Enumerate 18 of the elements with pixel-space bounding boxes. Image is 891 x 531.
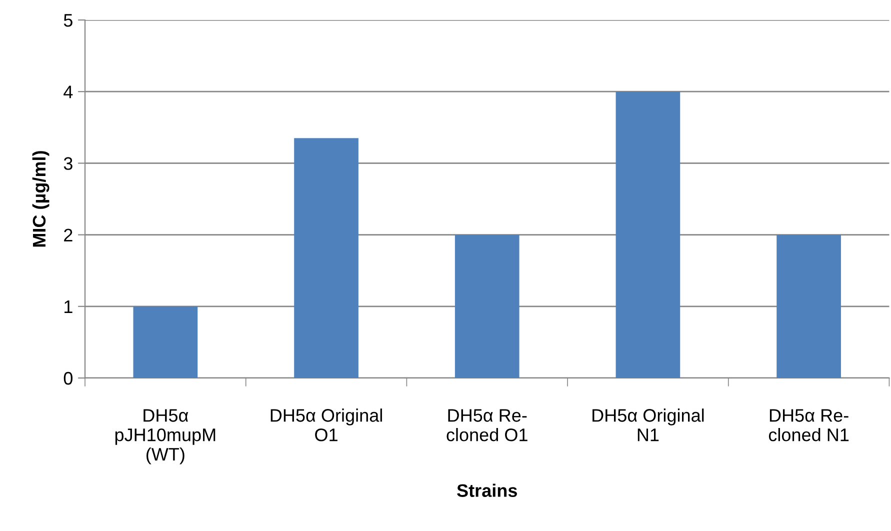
x-tick-label: DH5α Original N1 — [592, 408, 704, 442]
y-tick-label: 2 — [64, 228, 72, 242]
y-tick-label: 5 — [64, 14, 72, 27]
x-tick-label: DH5α Re- cloned N1 — [768, 409, 849, 442]
y-axis-title: MIC (µg/ml) — [32, 151, 50, 247]
bar — [133, 306, 198, 378]
bar — [616, 92, 680, 378]
bar — [454, 234, 520, 378]
x-tick-label: DH5α pJH10mupM (WT) — [115, 409, 216, 464]
bar — [294, 138, 358, 378]
y-tick-label: 0 — [64, 372, 72, 385]
y-tick-label: 4 — [64, 86, 73, 98]
x-tick-label: DH5α Original O1 — [270, 408, 382, 442]
bar — [776, 234, 841, 378]
x-axis-title: Strains — [457, 484, 517, 497]
x-tick-label: DH5α Re- cloned O1 — [446, 409, 528, 442]
y-tick-label: 3 — [64, 157, 72, 170]
y-tick-label: 1 — [64, 300, 72, 313]
